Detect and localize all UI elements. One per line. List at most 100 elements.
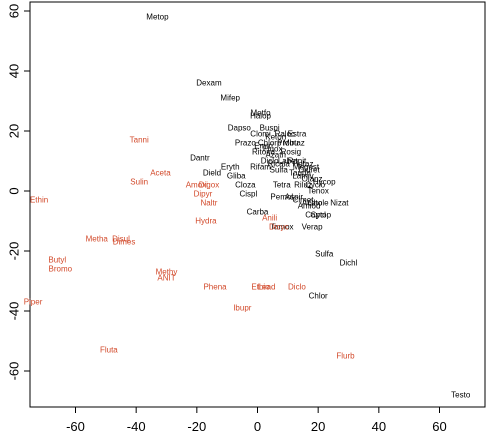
y-tick-label: 20 (7, 124, 22, 138)
point-label: Gliba (227, 172, 246, 181)
point-label: Amiod (298, 202, 321, 211)
x-tick-label: -60 (66, 419, 85, 434)
point-label: Cloza (235, 181, 256, 190)
point-label: Rifam (250, 163, 271, 172)
plot-frame (29, 1, 486, 408)
point-label: Testo (451, 391, 471, 400)
point-label: Aceto (302, 199, 323, 208)
point-label: Aspir (285, 193, 304, 202)
point-label: Cycl (310, 211, 326, 220)
point-label: Sulfa (270, 166, 289, 175)
point-label: Captop (305, 211, 331, 220)
point-label: Riluz (294, 181, 312, 190)
point-label: Eryth (221, 163, 240, 172)
point-label: Amoxi (186, 181, 208, 190)
point-label: Dexam (196, 79, 222, 88)
point-label: Phena (203, 283, 227, 292)
y-tick-label: 0 (7, 187, 22, 194)
point-label: Prazo (235, 139, 256, 148)
point-label: Methy (156, 268, 178, 277)
point-label: Mirtaz (283, 139, 305, 148)
point-label: Cyclo (305, 181, 326, 190)
point-label: Anili (262, 214, 277, 223)
point-label: Hydra (195, 217, 217, 226)
y-tick-label: 60 (7, 4, 22, 18)
point-label: Emtri (254, 142, 273, 151)
point-label: Ricala (268, 160, 291, 169)
point-label: Piper (24, 298, 43, 307)
point-label: Buspi (260, 124, 280, 133)
x-tick-label: 60 (432, 419, 446, 434)
point-label: Dichl (340, 259, 358, 268)
point-label: ANIT (157, 274, 175, 283)
point-label: Keton (265, 133, 286, 142)
point-label: Diuret (298, 166, 320, 175)
point-label: Hetaz (293, 160, 314, 169)
point-label: Cimet (293, 196, 315, 205)
point-label: Lead (258, 283, 276, 292)
point-label: Chlor (309, 292, 328, 301)
point-label: Diclo (261, 157, 279, 166)
point-label: Fluox (263, 145, 283, 154)
point-label: Sulin (130, 178, 148, 187)
point-label: Olanz (302, 175, 323, 184)
x-axis: -60 -40 -20 0 20 40 60 (66, 407, 447, 434)
point-label: Hycop (313, 178, 336, 187)
point-label: Ibupr (233, 304, 252, 313)
x-tick-label: 20 (311, 419, 325, 434)
x-tick-label: -20 (187, 419, 206, 434)
point-label: Diclo (288, 283, 306, 292)
x-tick-label: 0 (254, 419, 261, 434)
point-label: Rosig (281, 148, 301, 157)
y-tick-label: -20 (7, 242, 22, 261)
point-label: Tanni (130, 136, 149, 145)
y-tick-label: -60 (7, 362, 22, 381)
point-label: Aceta (150, 169, 171, 178)
point-label: Taurin (289, 169, 311, 178)
point-label: Estra (288, 130, 307, 139)
y-axis: -60 -40 -20 0 20 40 60 (7, 4, 30, 381)
point-label: Tamox (270, 223, 294, 232)
point-label: Sulfa (315, 250, 334, 259)
point-label: Dipyr (194, 190, 213, 199)
point-label: Mifep (220, 94, 240, 103)
point-label: Carba (247, 208, 269, 217)
point-label: Clomi (250, 130, 271, 139)
point-label: Dimes (113, 238, 136, 247)
point-label: Disul (112, 235, 130, 244)
point-label: Naltr (201, 199, 218, 208)
point-label: Azath (265, 151, 285, 160)
point-label: Dield (203, 169, 221, 178)
point-label: Lamiv (292, 172, 313, 181)
y-tick-label: -40 (7, 302, 22, 321)
point-label: Dantr (190, 154, 210, 163)
point-label: Megest (293, 163, 320, 172)
x-tick-label: 40 (372, 419, 386, 434)
point-label: Fluta (100, 346, 118, 355)
point-label: Cispl (240, 190, 258, 199)
point-label: Tenox (307, 187, 328, 196)
point-label: Chole (308, 199, 329, 208)
point-label: Raloc (275, 130, 295, 139)
point-label: Metop (146, 13, 169, 22)
point-label: Verap (302, 223, 323, 232)
point-label: Ethio (251, 283, 270, 292)
x-tick-label: -40 (127, 419, 146, 434)
point-label: Butyl (48, 256, 66, 265)
point-label: Nizat (330, 199, 349, 208)
point-label: Halop (250, 112, 271, 121)
point-label: Chlorp (258, 139, 282, 148)
point-label: Ranit (288, 157, 307, 166)
point-label: Metfo (251, 109, 272, 118)
point-label: Dapso (228, 124, 252, 133)
point-label: Pemol (270, 193, 293, 202)
point-label: Bromo (49, 265, 73, 274)
point-label: Probu (277, 139, 298, 148)
point-label: Metha (86, 235, 109, 244)
point-label: Ritona (252, 148, 276, 157)
y-tick-label: 40 (7, 64, 22, 78)
point-label: Flurb (336, 352, 355, 361)
point-label: Labet (278, 157, 299, 166)
